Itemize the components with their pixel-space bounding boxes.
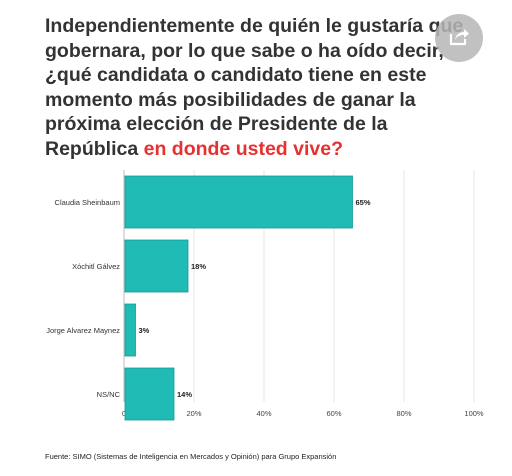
data-label: 14% xyxy=(177,390,192,399)
title-highlight: en donde usted vive? xyxy=(143,137,343,160)
data-label: 3% xyxy=(139,326,150,335)
share-icon xyxy=(448,26,470,51)
share-button[interactable] xyxy=(435,14,483,62)
data-label: 65% xyxy=(356,198,371,207)
bar xyxy=(124,175,353,229)
x-tick-label: 40% xyxy=(256,409,271,418)
x-tick-label: 100% xyxy=(464,409,484,418)
title-text: Independientemente de quién le gustaría … xyxy=(45,15,464,160)
category-label: Jorge Alvarez Maynez xyxy=(46,326,120,335)
bar xyxy=(124,367,175,421)
x-tick-label: 60% xyxy=(326,409,341,418)
data-label: 18% xyxy=(191,262,206,271)
source-note: Fuente: SIMO (Sistemas de Inteligencia e… xyxy=(45,452,337,461)
bar xyxy=(124,239,189,293)
category-label: Claudia Sheinbaum xyxy=(55,198,120,207)
x-tick-label: 20% xyxy=(186,409,201,418)
bar xyxy=(124,303,136,357)
bar-chart: 0 20% 40% 60% 80% 100% Claudia Sheinbaum 65% Xóc… xyxy=(46,170,484,421)
chart-title: Independientemente de quién le gustaría … xyxy=(45,14,465,161)
x-tick-label: 0 xyxy=(122,409,126,418)
x-tick-label: 80% xyxy=(396,409,411,418)
category-label: Xóchitl Gálvez xyxy=(72,262,120,271)
category-label: NS/NC xyxy=(97,390,121,399)
